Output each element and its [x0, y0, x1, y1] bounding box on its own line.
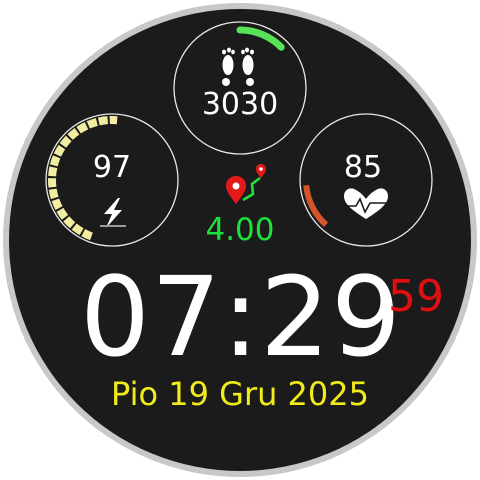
time-hours-minutes: 07:29 [80, 253, 403, 381]
battery-progress-segments [48, 116, 118, 241]
steps-complication[interactable] [173, 21, 307, 155]
steps-count: 3030 [201, 87, 279, 122]
battery-complication[interactable] [45, 113, 179, 247]
battery-progress-arc [48, 116, 118, 241]
steps-progress-arc [236, 26, 285, 51]
route-pin-icon [226, 164, 266, 204]
date-text: Pio 19 Gru 2025 [111, 375, 369, 413]
charging-bolt-icon [100, 198, 126, 228]
heart-rate-complication[interactable] [299, 113, 433, 247]
heart-rate-value: 85 [343, 150, 383, 185]
face-background [9, 9, 471, 471]
heart-rate-progress-arc [303, 184, 329, 227]
footprints-icon [222, 47, 254, 86]
heartbeat-icon [344, 188, 388, 219]
distance-value: 4.00 [205, 212, 275, 248]
time-seconds: 59 [388, 271, 444, 322]
battery-percent: 97 [92, 150, 132, 185]
